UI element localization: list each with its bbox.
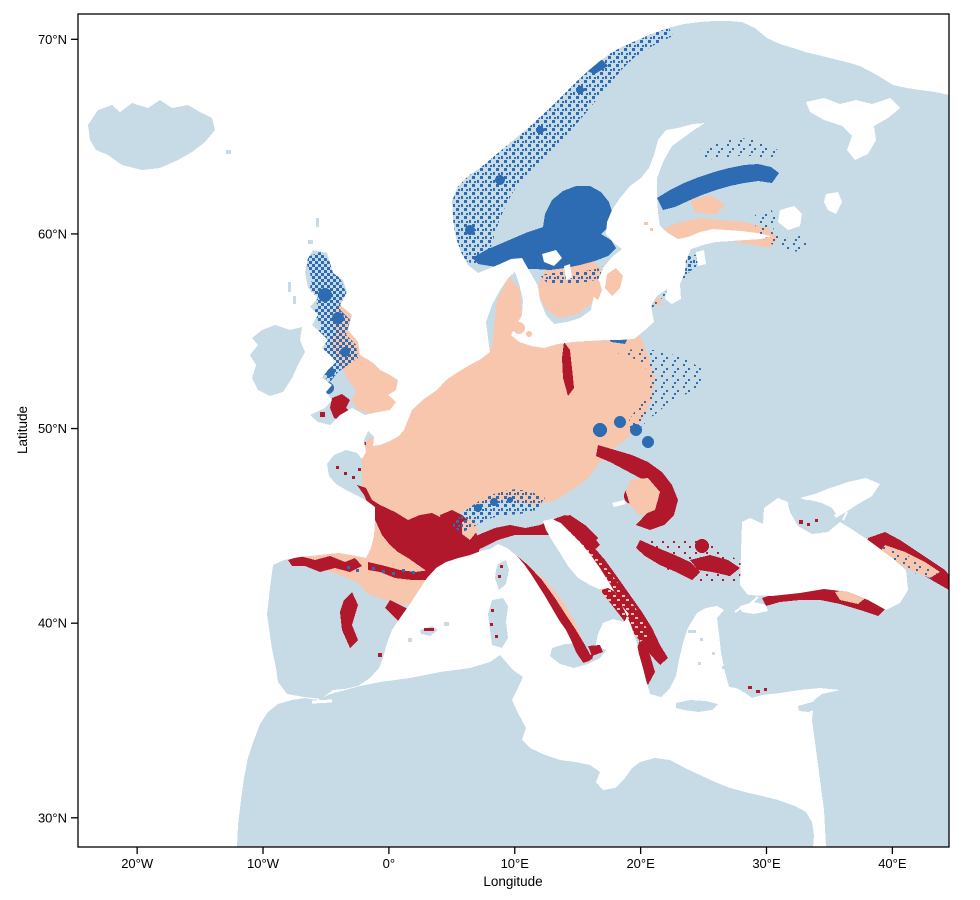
x-tick-label: 10°W: [247, 856, 280, 871]
region-pindus-red: [635, 640, 655, 685]
land-crete: [676, 700, 718, 712]
region-danish-isles-salmon: [502, 310, 580, 337]
region-balkan-red-speckle: [636, 538, 748, 582]
y-tick-label: 70°N: [38, 32, 67, 47]
region-aland-salmon-dots: [644, 222, 653, 231]
region-sochi-coast-red: [858, 545, 880, 572]
islands-group: [88, 100, 830, 712]
strait-kerch: [842, 511, 848, 521]
region-carpathians-red: [596, 445, 678, 530]
plot-border: [77, 13, 950, 848]
land-hebrides: [288, 282, 291, 292]
land-menorca: [444, 622, 449, 626]
region-cantabrian-red: [288, 556, 362, 572]
strait-gibraltar: [311, 699, 333, 704]
land-shetland: [316, 218, 319, 227]
region-east-germany-red-strip: [562, 342, 574, 396]
land-ibiza: [408, 638, 412, 642]
region-corsica-red-dots: [498, 565, 503, 578]
x-axis-ticks: 20°W 10°W 0° 10°E 20°E 30°E 40°E: [121, 847, 907, 871]
region-finland-blue: [657, 164, 779, 210]
region-caucasus-blue-speckle: [878, 545, 938, 580]
y-tick-label: 50°N: [38, 421, 67, 436]
region-aquitaine-massif-red: [357, 485, 473, 578]
region-mid-finland-salmon: [690, 195, 725, 215]
y-axis-ticks: 70°N 60°N 50°N 40°N 30°N: [38, 32, 78, 825]
x-tick-label: 10°E: [501, 856, 530, 871]
land-ireland: [250, 325, 305, 396]
lake-balaton: [612, 500, 626, 507]
region-pyrenees-blue-dots: [347, 566, 415, 575]
region-loire-coast-red-dots: [349, 498, 359, 522]
region-karelia-blue-speckle: [700, 138, 778, 160]
overlay-group: [311, 222, 848, 704]
y-tick-label: 40°N: [38, 616, 67, 631]
x-tick-label: 20°W: [121, 856, 154, 871]
land-hebrides-2: [293, 296, 296, 304]
land-crimea: [788, 500, 836, 534]
region-alps-blue-speckle: [452, 489, 545, 533]
region-central-europe-salmon: [274, 276, 655, 588]
region-south-norway-sweden-blue: [472, 186, 616, 270]
x-tick-label: 0°: [383, 856, 395, 871]
region-mallorca-red-dash: [424, 628, 434, 631]
x-tick-label: 40°E: [878, 856, 907, 871]
region-sicily-ne-red: [588, 645, 603, 656]
region-precarpathian-blue-cores: [593, 416, 654, 448]
region-sweden-blue-speckle: [540, 262, 618, 284]
region-norway-coast-blue: [451, 28, 673, 265]
x-tick-label: 30°E: [752, 856, 781, 871]
region-alps-blue-cores: [474, 497, 513, 512]
y-tick-label: 30°N: [38, 810, 67, 825]
land-faroe: [226, 150, 231, 154]
region-crimea-red-dots: [799, 519, 818, 526]
y-tick-label: 60°N: [38, 226, 67, 241]
region-portugal-red: [340, 592, 358, 648]
land-iceland: [88, 100, 215, 170]
region-devon-red: [320, 412, 325, 417]
strait-bosphorus: [749, 596, 759, 605]
y-axis-title: Latitude: [15, 406, 30, 454]
region-oland-salmon: [593, 280, 602, 300]
land-north-africa: [237, 655, 814, 847]
x-tick-label: 20°E: [626, 856, 655, 871]
region-pontic-ne-red: [856, 572, 896, 602]
land-orkney: [308, 240, 313, 244]
x-axis-title: Longitude: [483, 874, 542, 889]
region-transylvania-salmon: [626, 478, 660, 516]
region-ladoga-blue-speckle: [755, 208, 810, 252]
region-brittany-red-dots: [336, 466, 361, 479]
region-gotland-salmon: [605, 268, 623, 296]
region-brittany-land: [329, 450, 362, 476]
strait-dardanelles: [734, 606, 743, 613]
region-taurus-red-dots: [748, 686, 767, 693]
land-corsica: [495, 560, 509, 590]
great-britain-group: [305, 250, 398, 425]
region-sardinia-red-dots: [490, 609, 498, 638]
region-poland-ukraine-blue-speckle: [615, 348, 706, 432]
